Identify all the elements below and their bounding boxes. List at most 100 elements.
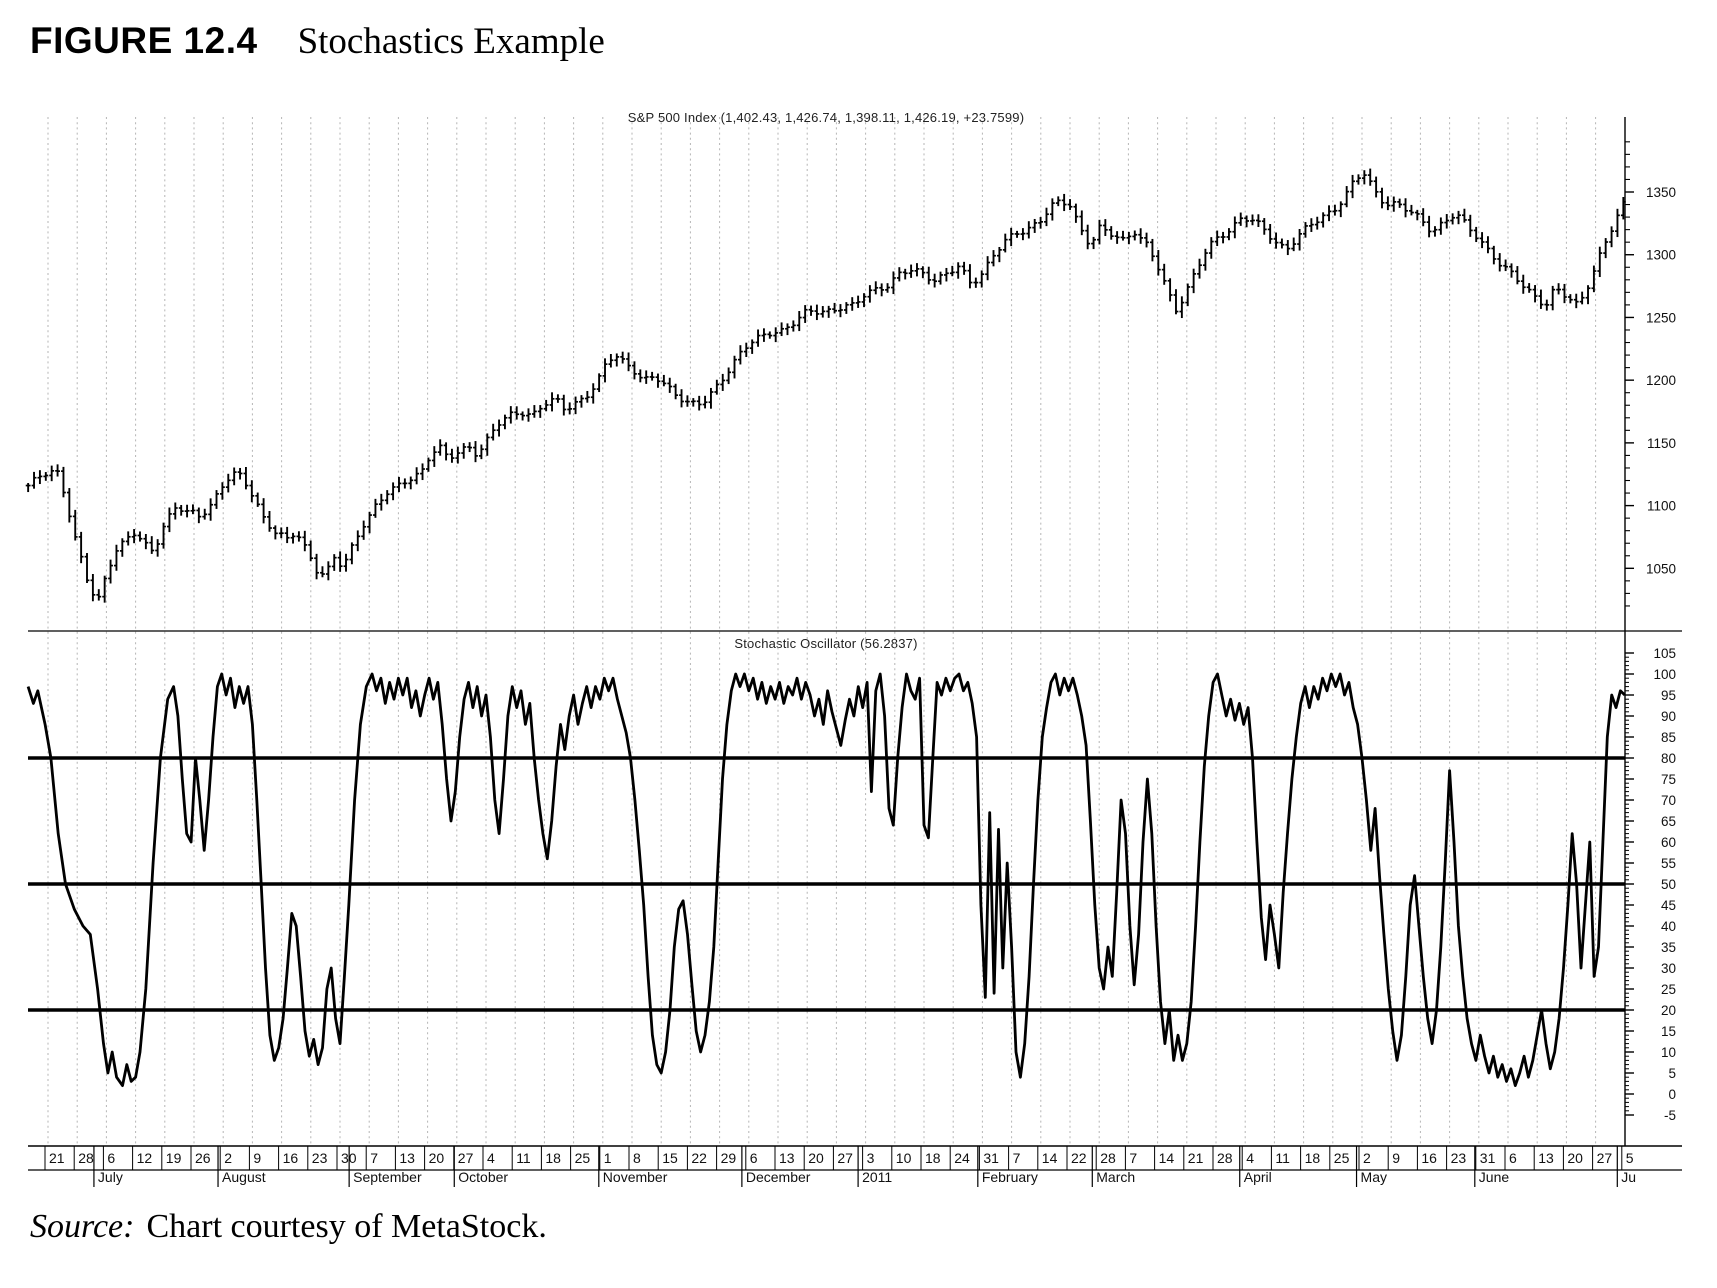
svg-text:31: 31: [983, 1150, 999, 1166]
panel-frame: [28, 630, 1682, 1171]
svg-text:13: 13: [399, 1150, 415, 1166]
svg-text:8: 8: [633, 1150, 641, 1166]
svg-text:27: 27: [458, 1150, 474, 1166]
svg-text:9: 9: [1392, 1150, 1400, 1166]
figure-title: Stochastics Example: [297, 21, 605, 62]
svg-text:16: 16: [1421, 1150, 1437, 1166]
svg-text:11: 11: [1275, 1150, 1290, 1166]
svg-text:1100: 1100: [1647, 499, 1676, 514]
svg-text:28: 28: [1100, 1150, 1116, 1166]
svg-text:25: 25: [1661, 982, 1676, 997]
svg-text:February: February: [982, 1169, 1038, 1185]
source-prefix: Source:: [30, 1208, 135, 1245]
svg-text:1050: 1050: [1646, 561, 1676, 576]
svg-text:15: 15: [662, 1150, 678, 1166]
svg-text:7: 7: [1129, 1150, 1137, 1166]
svg-text:July: July: [98, 1169, 123, 1185]
svg-text:55: 55: [1661, 856, 1676, 871]
svg-text:10: 10: [896, 1150, 912, 1166]
svg-text:1: 1: [604, 1150, 612, 1166]
svg-text:24: 24: [954, 1150, 970, 1166]
svg-text:April: April: [1244, 1169, 1272, 1185]
svg-text:1200: 1200: [1646, 373, 1676, 388]
stochastic-line: [26, 672, 1626, 1087]
svg-text:November: November: [603, 1169, 668, 1185]
svg-text:10: 10: [1661, 1045, 1676, 1060]
svg-text:80: 80: [1661, 751, 1676, 766]
svg-text:6: 6: [1509, 1150, 1517, 1166]
svg-text:13: 13: [1538, 1150, 1554, 1166]
svg-text:15: 15: [1661, 1024, 1676, 1039]
svg-text:September: September: [353, 1169, 422, 1185]
svg-text:23: 23: [312, 1150, 328, 1166]
svg-text:2011: 2011: [862, 1169, 892, 1185]
svg-text:March: March: [1096, 1169, 1135, 1185]
svg-text:23: 23: [1451, 1150, 1467, 1166]
svg-text:90: 90: [1661, 709, 1676, 724]
svg-text:18: 18: [1305, 1150, 1321, 1166]
svg-text:7: 7: [370, 1150, 378, 1166]
svg-text:4: 4: [487, 1150, 495, 1166]
svg-text:30: 30: [1661, 961, 1676, 976]
svg-text:4: 4: [1246, 1150, 1254, 1166]
svg-text:5: 5: [1626, 1150, 1634, 1166]
source-text: Chart courtesy of MetaStock.: [146, 1208, 547, 1245]
svg-text:27: 27: [837, 1150, 853, 1166]
svg-text:0: 0: [1668, 1087, 1676, 1102]
svg-text:85: 85: [1661, 730, 1676, 745]
svg-text:9: 9: [253, 1150, 261, 1166]
svg-text:6: 6: [750, 1150, 758, 1166]
stochastic-reference-lines: [28, 756, 1625, 1012]
svg-text:14: 14: [1042, 1150, 1058, 1166]
svg-text:29: 29: [721, 1150, 737, 1166]
svg-text:31: 31: [1480, 1150, 1496, 1166]
y-axis: 1050 1100 1150 1200 1250 1300 1350 -5 0 5 10 15 20 25…: [1624, 117, 1676, 1146]
svg-text:28: 28: [1217, 1150, 1233, 1166]
svg-text:-5: -5: [1664, 1108, 1676, 1123]
svg-text:1150: 1150: [1647, 436, 1676, 451]
svg-text:14: 14: [1159, 1150, 1175, 1166]
svg-text:100: 100: [1653, 667, 1676, 682]
svg-text:27: 27: [1597, 1150, 1613, 1166]
svg-text:19: 19: [166, 1150, 182, 1166]
svg-text:28: 28: [78, 1150, 94, 1166]
svg-text:12: 12: [137, 1150, 153, 1166]
svg-text:June: June: [1479, 1169, 1510, 1185]
svg-text:7: 7: [1013, 1150, 1021, 1166]
figure-header: FIGURE 12.4 Stochastics Example: [30, 20, 605, 63]
svg-text:26: 26: [195, 1150, 211, 1166]
svg-text:25: 25: [575, 1150, 591, 1166]
stochastics-chart: 1050110011501200125013001350-50510152025…: [25, 117, 1682, 1187]
svg-text:21: 21: [49, 1150, 65, 1166]
svg-text:1250: 1250: [1646, 310, 1676, 325]
svg-text:20: 20: [808, 1150, 824, 1166]
svg-text:70: 70: [1661, 793, 1676, 808]
svg-text:11: 11: [516, 1150, 531, 1166]
svg-text:45: 45: [1661, 898, 1676, 913]
svg-text:May: May: [1361, 1169, 1387, 1185]
svg-text:75: 75: [1661, 772, 1676, 787]
svg-text:20: 20: [429, 1150, 445, 1166]
figure-label: FIGURE 12.4: [30, 20, 258, 61]
svg-text:13: 13: [779, 1150, 795, 1166]
svg-text:25: 25: [1334, 1150, 1350, 1166]
svg-text:65: 65: [1661, 814, 1676, 829]
svg-text:60: 60: [1661, 835, 1676, 850]
stochastic-panel-title: Stochastic Oscillator (56.2837): [734, 636, 918, 651]
svg-text:35: 35: [1661, 940, 1676, 955]
svg-text:95: 95: [1661, 688, 1676, 703]
svg-text:2: 2: [224, 1150, 232, 1166]
source-line: Source: Chart courtesy of MetaStock.: [30, 1208, 547, 1246]
svg-text:6: 6: [107, 1150, 115, 1166]
svg-text:20: 20: [1661, 1003, 1676, 1018]
svg-text:1350: 1350: [1646, 185, 1676, 200]
price-ohlc-series: [25, 168, 1626, 603]
svg-text:Ju: Ju: [1621, 1169, 1636, 1185]
svg-text:18: 18: [545, 1150, 561, 1166]
svg-text:3: 3: [867, 1150, 875, 1166]
svg-text:5: 5: [1668, 1066, 1676, 1081]
svg-text:40: 40: [1661, 919, 1676, 934]
svg-text:22: 22: [691, 1150, 707, 1166]
svg-text:21: 21: [1188, 1150, 1204, 1166]
date-axis: 21 28 6 12 19 26 2 9 16 23 30 7 13 20 27 4 11 18 25 1 8 15 22 2…: [44, 1146, 1636, 1187]
